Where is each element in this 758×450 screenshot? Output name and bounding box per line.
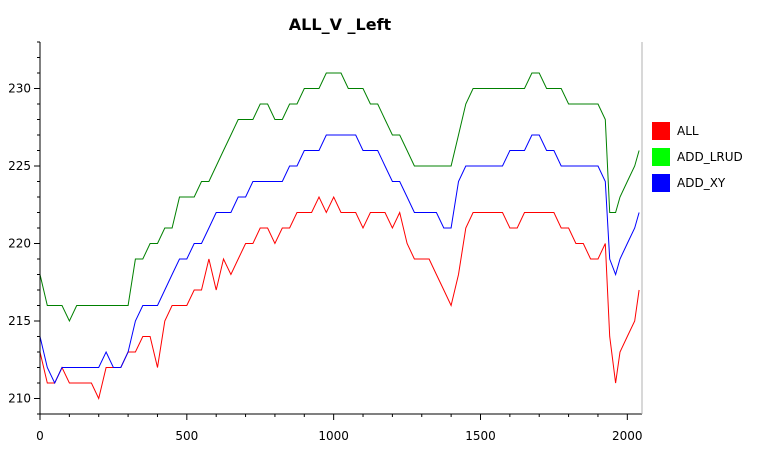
legend: ALL ADD_LRUD ADD_XY bbox=[652, 122, 743, 192]
legend-label-add-xy: ADD_XY bbox=[677, 176, 726, 190]
x-tick-label: 2000 bbox=[612, 429, 643, 443]
series-line-all bbox=[40, 195, 640, 401]
y-tick-label: 215 bbox=[8, 314, 31, 328]
plot-area bbox=[40, 72, 640, 401]
legend-swatch-add-xy bbox=[652, 174, 670, 192]
legend-label-add-lrud: ADD_LRUD bbox=[677, 150, 743, 164]
x-tick-label: 1500 bbox=[465, 429, 496, 443]
y-tick-label: 210 bbox=[8, 392, 31, 406]
y-tick-label: 230 bbox=[8, 82, 31, 96]
x-tick-label: 1000 bbox=[318, 429, 349, 443]
y-tick-label: 220 bbox=[8, 237, 31, 251]
chart-title: ALL_V _Left bbox=[289, 15, 392, 34]
x-tick-label: 500 bbox=[175, 429, 198, 443]
series-line-add-xy bbox=[40, 134, 640, 385]
legend-swatch-all bbox=[652, 122, 670, 140]
series-line-add-lrud bbox=[40, 72, 640, 323]
x-tick-label: 0 bbox=[36, 429, 44, 443]
y-tick-label: 225 bbox=[8, 159, 31, 173]
axes: 210 215 220 225 230 0 500 1000 1500 2000 bbox=[8, 41, 643, 443]
legend-swatch-add-lrud bbox=[652, 148, 670, 166]
legend-label-all: ALL bbox=[677, 124, 699, 138]
